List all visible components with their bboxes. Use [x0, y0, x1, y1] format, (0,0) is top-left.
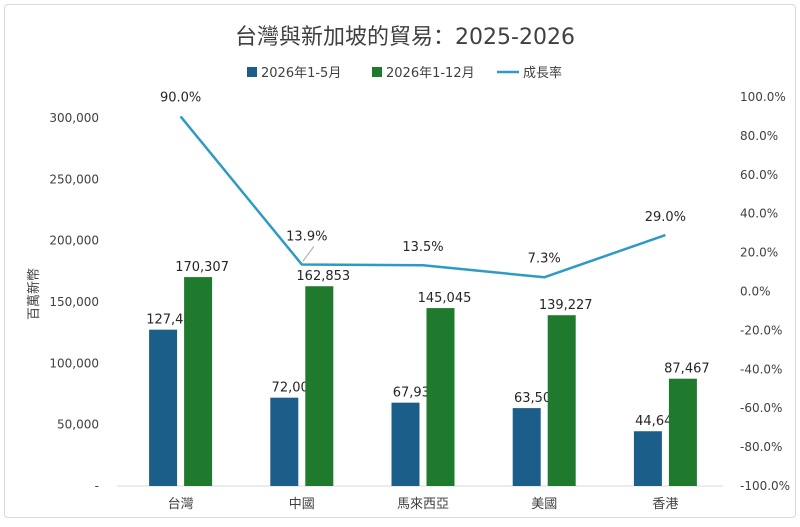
chart-title: 台灣與新加坡的貿易：2025-2026: [235, 25, 575, 50]
y2-tick-label: -60.0%: [740, 401, 782, 415]
y-tick-label: 200,000: [49, 234, 99, 248]
bar: [426, 308, 455, 486]
line-data-label: 13.9%: [286, 229, 327, 244]
chart-frame: 台灣與新加坡的貿易：2025-2026 2026年1-5月 2026年1-12月 成…: [4, 4, 796, 518]
bar: [547, 315, 576, 486]
y2-tick-label: -100.0%: [740, 479, 790, 493]
y2-tick-label: 0.0%: [740, 285, 771, 299]
x-category-label: 中國: [289, 497, 315, 512]
y-tick-label: 150,000: [49, 295, 99, 309]
y-tick-label: -: [95, 479, 99, 493]
x-category-label: 美國: [531, 497, 557, 512]
legend-label: 2026年1-5月: [261, 66, 341, 81]
line-data-label: 7.3%: [528, 251, 561, 266]
legend-label: 2026年1-12月: [386, 66, 475, 81]
bar: [391, 402, 420, 486]
y2-axis-ticks: -100.0% -80.0% -60.0% -40.0% -20.0% 0.0% 20.0%…: [740, 90, 790, 493]
label-leader-line: [302, 246, 315, 262]
legend-swatch: [372, 67, 382, 77]
y-tick-label: 250,000: [49, 172, 99, 186]
bar-data-label: 87,467: [664, 362, 710, 377]
bar-data-label: 162,853: [296, 269, 350, 284]
y2-tick-label: 40.0%: [740, 207, 778, 221]
line-data-label: 90.0%: [160, 90, 201, 105]
bar-data-label: 139,227: [539, 298, 593, 313]
y2-tick-label: 80.0%: [740, 129, 778, 143]
growth-line-series: 90.0% 13.9% 13.5% 7.3% 29.0%: [160, 90, 686, 279]
y-tick-label: 100,000: [49, 356, 99, 370]
legend: 2026年1-5月 2026年1-12月 成長率: [247, 65, 562, 81]
bar: [633, 431, 662, 486]
y2-tick-label: 60.0%: [740, 168, 778, 182]
y-tick-label: 300,000: [49, 111, 99, 125]
bars: 127,443170,30772,001162,85367,935145,045…: [146, 260, 710, 486]
bar: [149, 329, 178, 486]
bar-data-label: 145,045: [418, 291, 472, 306]
y-tick-label: 50,000: [57, 418, 99, 432]
y-axis-title: 百萬新幣: [26, 268, 42, 320]
line-data-label: 13.5%: [402, 240, 443, 255]
bar: [512, 408, 541, 486]
combo-chart: 台灣與新加坡的貿易：2025-2026 2026年1-5月 2026年1-12月 成…: [26, 25, 790, 512]
x-category-label: 馬來西亞: [397, 497, 449, 512]
line-data-label: 29.0%: [645, 210, 686, 225]
bar: [305, 286, 334, 486]
y2-tick-label: 100.0%: [740, 90, 786, 104]
y2-tick-label: -20.0%: [740, 323, 782, 337]
x-category-label: 台灣: [168, 497, 194, 512]
bar: [668, 378, 697, 486]
growth-line: [179, 115, 666, 279]
x-axis-categories: 台灣 中國 馬來西亞 美國 香港: [168, 497, 679, 512]
y2-tick-label: -80.0%: [740, 440, 782, 454]
legend-swatch: [247, 67, 257, 77]
bar: [270, 397, 299, 486]
bar-data-label: 170,307: [175, 260, 229, 275]
bar: [184, 277, 213, 486]
legend-label: 成長率: [523, 65, 562, 81]
y2-tick-label: 20.0%: [740, 246, 778, 260]
y2-tick-label: -40.0%: [740, 362, 782, 376]
x-category-label: 香港: [652, 497, 678, 512]
y-axis-ticks: - 50,000 100,000 150,000 200,000 250,000 300,0…: [49, 111, 99, 493]
